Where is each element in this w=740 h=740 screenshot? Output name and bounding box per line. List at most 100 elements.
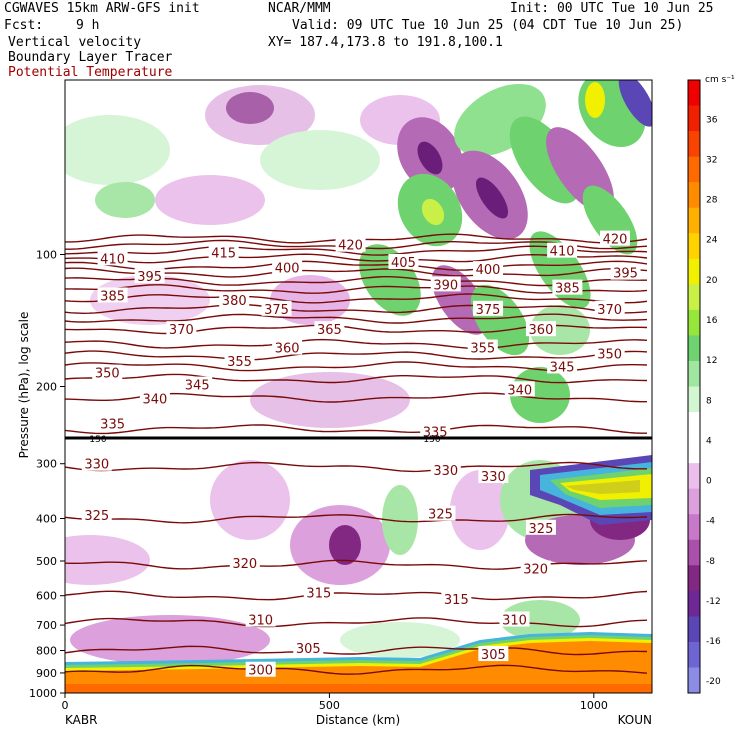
theta-contour bbox=[65, 645, 648, 656]
theta-label: 410 bbox=[550, 245, 575, 260]
init-time: Init: 00 UTC Tue 10 Jun 25 bbox=[510, 1, 714, 16]
theta-label-bg bbox=[430, 461, 461, 477]
theta-label-bg bbox=[547, 358, 578, 374]
theta-label: 305 bbox=[481, 648, 506, 663]
organization-label: NCAR/MMM bbox=[268, 1, 331, 16]
w-shading bbox=[565, 480, 640, 494]
left-endpoint-label: KABR bbox=[65, 713, 97, 727]
theta-label-bg bbox=[224, 353, 255, 369]
theta-label-bg bbox=[594, 345, 625, 361]
w-updraft-region bbox=[260, 130, 380, 190]
theta-label-bg bbox=[219, 292, 250, 308]
theta-label-bg bbox=[293, 640, 324, 656]
w-downdraft-core bbox=[475, 177, 509, 219]
theta-contour bbox=[65, 313, 648, 324]
colorbar: 36 32 28 24 20 16 12 8 4 0 -4 -8 -12 -16 -20 bbox=[687, 79, 721, 694]
w-downdraft-region bbox=[65, 535, 150, 585]
theta-label: 330 bbox=[84, 458, 109, 473]
theta-label: 380 bbox=[222, 294, 247, 309]
model-title: CGWAVES 15km ARW-GFS init bbox=[4, 1, 200, 16]
theta-label-bg bbox=[245, 611, 276, 627]
theta-label: 350 bbox=[597, 347, 622, 362]
theta-label-bg bbox=[261, 300, 292, 316]
colorbar-tick-label: -4 bbox=[706, 517, 715, 527]
w-downdraft-core bbox=[618, 80, 652, 127]
theta-label: 385 bbox=[100, 289, 125, 304]
y-axis-label: Pressure (hPa), log scale bbox=[17, 312, 31, 459]
theta-label: 375 bbox=[264, 303, 289, 318]
valid-time: Valid: 09 UTC Tue 10 Jun 25 (04 CDT Tue … bbox=[292, 18, 684, 33]
w-updraft-region bbox=[95, 182, 155, 218]
theta-label-bg bbox=[97, 287, 128, 303]
theta-label: 395 bbox=[137, 270, 162, 285]
x-tick-label: 0 bbox=[62, 699, 69, 712]
theta-label: 340 bbox=[507, 383, 532, 398]
y-tick-label: 100 bbox=[36, 248, 57, 261]
theta-label-bg bbox=[610, 264, 641, 280]
colorbar-swatch bbox=[688, 386, 700, 413]
colorbar-swatch bbox=[688, 616, 700, 643]
theta-label: 335 bbox=[100, 418, 125, 433]
colorbar-tick-label: 36 bbox=[706, 115, 718, 125]
w-updraft-core bbox=[560, 474, 652, 500]
y-tick-label: 800 bbox=[36, 645, 57, 658]
colorbar-tick-label: 8 bbox=[706, 396, 712, 406]
colorbar-swatch bbox=[688, 182, 700, 209]
w-downdraft-core bbox=[417, 141, 443, 175]
colorbar-tick-label: 32 bbox=[706, 155, 717, 165]
w-downdraft-core bbox=[226, 92, 274, 124]
theta-contour bbox=[65, 617, 648, 628]
theta-label: 310 bbox=[248, 614, 273, 629]
field-potential-temperature: Potential Temperature bbox=[8, 65, 173, 80]
colorbar-swatch bbox=[688, 539, 700, 566]
theta-contour bbox=[65, 590, 648, 601]
y-tick-label: 200 bbox=[36, 381, 57, 394]
theta-label-bg bbox=[272, 259, 303, 275]
colorbar-swatch bbox=[688, 131, 700, 158]
theta-label-bg bbox=[594, 300, 625, 316]
colorbar-tick-label: -12 bbox=[706, 597, 721, 607]
theta-label-bg bbox=[425, 505, 456, 521]
theta-label-bg bbox=[81, 455, 112, 471]
colorbar-swatch bbox=[688, 105, 700, 132]
theta-label: 325 bbox=[84, 509, 109, 524]
theta-label: 405 bbox=[391, 256, 416, 271]
colorbar-swatch bbox=[688, 667, 700, 694]
right-endpoint-label: KOUN bbox=[618, 713, 652, 727]
theta-label: 400 bbox=[275, 261, 300, 276]
x-tick-label: 1000 bbox=[580, 699, 608, 712]
w-updraft-region bbox=[500, 600, 580, 640]
colorbar-swatch bbox=[688, 207, 700, 234]
colorbar-tick-label: 12 bbox=[706, 356, 717, 366]
theta-label: 320 bbox=[232, 557, 257, 572]
colorbar-tick-label: -20 bbox=[706, 677, 721, 687]
potential-temperature-labels: 410 415 420 410 420 400 405 400 395 390 395 385 380 3… bbox=[81, 230, 641, 679]
theta-label: 375 bbox=[476, 303, 501, 318]
y-tick-label: 700 bbox=[36, 619, 57, 632]
y-tick-label: 500 bbox=[36, 555, 57, 568]
theta-label: 320 bbox=[523, 562, 548, 577]
theta-label: 395 bbox=[613, 267, 638, 282]
theta-label-bg bbox=[430, 276, 461, 292]
theta-label: 345 bbox=[550, 360, 575, 375]
colorbar-tick-label: 24 bbox=[706, 236, 718, 246]
distance-axis: 0 500 1000 bbox=[62, 693, 608, 712]
theta-contour bbox=[65, 284, 648, 294]
theta-label-bg bbox=[473, 300, 504, 316]
colorbar-tick-label: 16 bbox=[706, 316, 718, 326]
colorbar-tick-label: 28 bbox=[706, 196, 718, 206]
theta-label: 300 bbox=[248, 664, 273, 679]
w-downdraft-region bbox=[250, 372, 410, 428]
theta-label: 415 bbox=[211, 247, 236, 262]
w-downdraft-region bbox=[155, 175, 265, 225]
theta-label: 390 bbox=[433, 278, 458, 293]
y-tick-label: 1000 bbox=[29, 687, 57, 700]
w-downdraft-region bbox=[450, 470, 510, 550]
colorbar-swatch bbox=[688, 258, 700, 285]
w-downdraft-core bbox=[329, 525, 361, 565]
w-updraft-region bbox=[65, 115, 170, 185]
theta-label: 315 bbox=[306, 587, 331, 602]
theta-label-bg bbox=[478, 468, 509, 484]
theta-label-bg bbox=[92, 364, 123, 380]
theta-label-bg bbox=[547, 242, 578, 258]
